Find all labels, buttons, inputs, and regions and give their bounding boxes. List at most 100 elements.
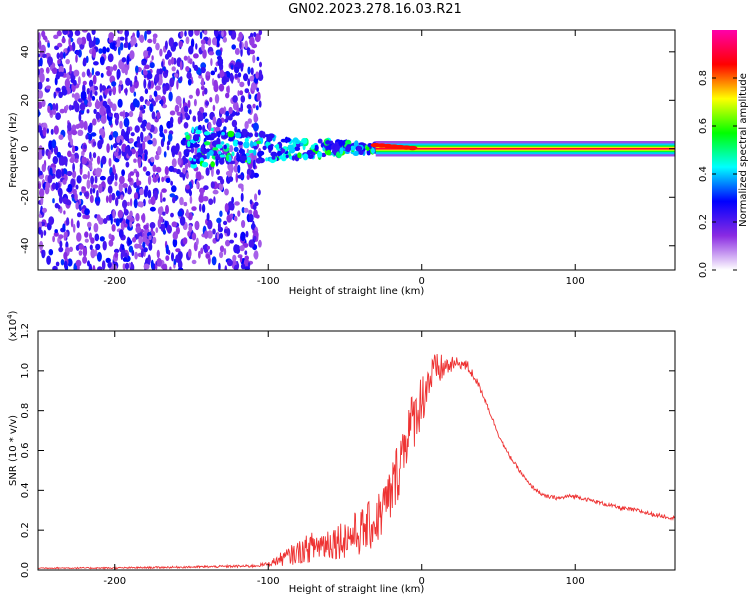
heatmap-noise-cell [247,118,252,124]
heatmap-noise-cell [69,246,73,252]
heatmap-echo-cell [238,148,245,154]
heatmap-noise-cell [139,188,144,196]
heatmap-x-tick-label: 100 [566,276,585,287]
heatmap-echo-cell [203,131,211,136]
heatmap-noise-cell [93,222,99,233]
heatmap-noise-cell [100,56,105,66]
heatmap-noise-cell [77,212,82,218]
heatmap-noise-cell [183,201,188,207]
heatmap-echo-cell [277,150,283,156]
heatmap-noise-cell [134,125,140,133]
heatmap-noise-cell [140,112,143,118]
heatmap-noise-cell [160,216,164,223]
heatmap-noise-cell [192,115,197,122]
heatmap-noise-cell [124,146,129,155]
heatmap-noise-cell [168,165,175,172]
heatmap-echo-cell [281,156,287,162]
heatmap-noise-cell [76,37,83,45]
heatmap-noise-cell [86,68,91,77]
heatmap-y-tick-label: 20 [20,94,31,107]
heatmap-noise-cell [129,198,133,207]
heatmap-x-axis-label: Height of straight line (km) [289,286,425,297]
heatmap-noise-cell [65,104,69,111]
heatmap-echo-cell [195,129,202,135]
heatmap-noise-cell [86,109,90,114]
heatmap-noise-cell [205,100,210,106]
heatmap-noise-cell [110,171,115,182]
heatmap-noise-cell [75,259,82,267]
heatmap-noise-cell [198,250,201,259]
heatmap-noise-cell [193,98,197,107]
heatmap-noise-cell [38,170,43,176]
heatmap-noise-cell [202,196,209,202]
heatmap-noise-cell [56,151,61,158]
heatmap-noise-cell [82,247,88,257]
heatmap-noise-cell [121,169,125,177]
heatmap-noise-cell [91,67,95,76]
heatmap-noise-cell [136,136,141,143]
heatmap-noise-cell [171,56,175,65]
heatmap-echo-cell [271,155,276,160]
heatmap-noise-cell [121,57,127,63]
heatmap-echo-cell [212,150,218,157]
heatmap-noise-cell [116,145,119,153]
heatmap-noise-cell [155,85,161,91]
heatmap-noise-cell [138,235,143,245]
heatmap-noise-cell [249,49,255,55]
heatmap-noise-cell [235,244,241,254]
heatmap-noise-cell [234,111,240,116]
heatmap-noise-cell [41,147,45,157]
heatmap-noise-cell [69,64,72,74]
heatmap-noise-cell [208,121,212,132]
heatmap-noise-cell [148,242,153,251]
heatmap-echo-cell [325,140,331,145]
heatmap-noise-cell [113,248,120,254]
heatmap-noise-cell [166,224,172,234]
heatmap-noise-cell [176,80,179,90]
heatmap-noise-cell [243,73,249,82]
heatmap-frame [37,29,676,271]
heatmap-noise-cell [127,238,132,246]
heatmap-noise-cell [105,257,111,264]
line-y-axis-label: SNR (10 * v/v) [8,415,19,486]
heatmap-noise-cell [53,231,59,237]
heatmap-noise-cell [237,174,244,179]
heatmap-noise-cell [129,50,135,60]
heatmap-echo-cell [270,151,278,157]
heatmap-noise-cell [170,180,174,186]
heatmap-noise-cell [155,42,160,51]
heatmap-noise-cell [133,91,137,97]
heatmap-noise-cell [246,47,251,56]
heatmap-noise-cell [212,189,219,195]
heatmap-noise-cell [119,30,123,35]
heatmap-noise-cell [169,266,172,270]
heatmap-noise-cell [90,157,93,162]
heatmap-noise-cell [93,108,97,114]
heatmap-noise-cell [101,155,107,165]
heatmap-noise-cell [112,85,117,96]
heatmap-noise-cell [210,58,213,67]
heatmap-noise-cell [102,46,107,55]
heatmap-noise-cell [95,200,100,206]
heatmap-noise-cell [95,71,101,76]
heatmap-noise-cell [205,71,211,76]
heatmap-noise-cell [112,209,116,219]
heatmap-noise-cell [208,51,215,56]
heatmap-noise-cell [65,58,70,65]
heatmap-noise-cell [136,30,140,38]
heatmap-noise-cell [45,67,50,74]
heatmap-noise-cell [139,201,144,208]
heatmap-noise-cell [162,197,166,202]
heatmap-echo-cell [314,144,319,152]
heatmap-noise-cell [201,77,205,87]
heatmap-noise-cell [216,55,222,61]
heatmap-echo-cell [188,157,193,161]
heatmap-noise-cell [187,99,191,109]
heatmap-echo-cell [253,145,258,150]
heatmap-noise-cell [253,235,257,241]
heatmap-noise-cell [142,140,146,151]
heatmap-noise-cell [145,171,151,176]
heatmap-noise-cell [108,194,113,204]
heatmap-noise-cell [227,170,233,179]
line-y-tick-label: 0.2 [20,522,31,538]
